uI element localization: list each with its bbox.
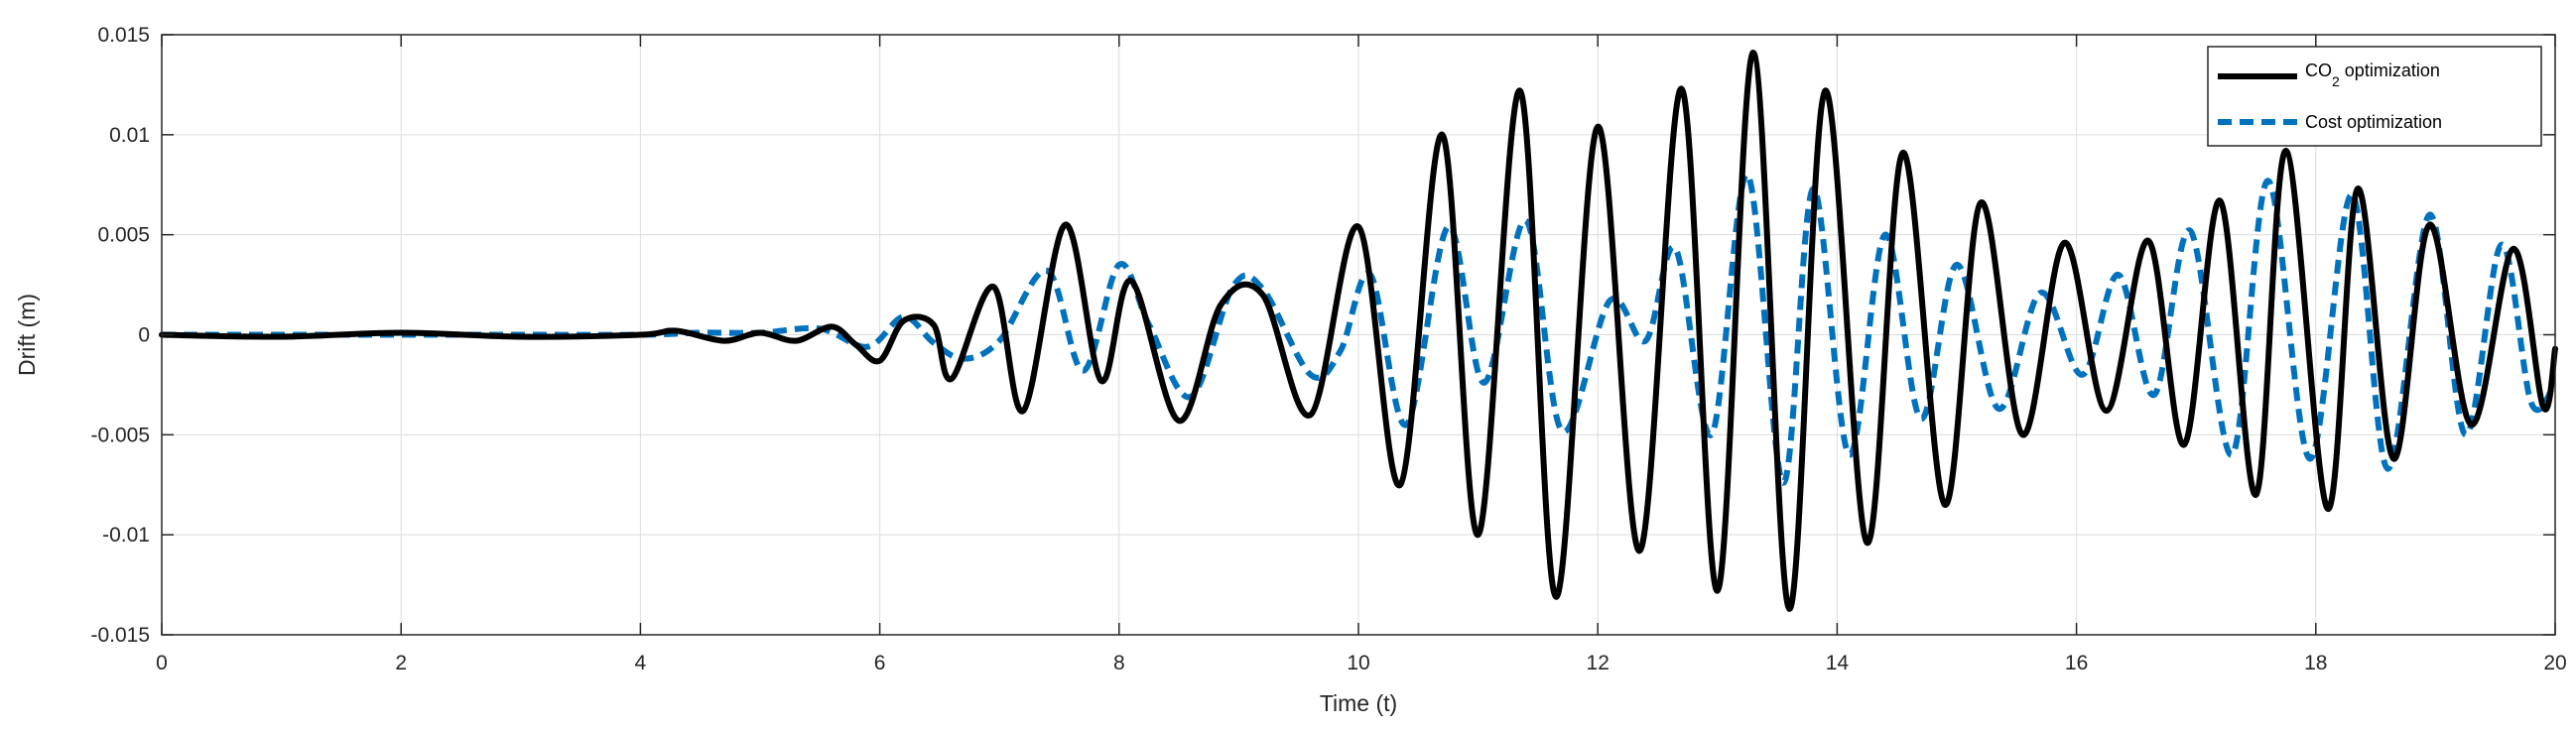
ticks	[161, 34, 2556, 636]
legend-label-co2-subscript: 2	[2332, 73, 2340, 89]
x-tick-label: 6	[874, 652, 886, 674]
y-axis-title: Drift (m)	[14, 294, 40, 376]
series-layer	[159, 50, 2558, 612]
x-tick-label: 4	[635, 652, 647, 674]
x-tick-label: 8	[1113, 652, 1125, 674]
y-tick-label: -0.01	[102, 524, 150, 547]
x-axis-title: Time (t)	[1320, 690, 1397, 716]
x-tick-label: 18	[2304, 652, 2327, 674]
y-tick-label: 0.005	[97, 224, 150, 247]
y-tick-label: 0.01	[109, 124, 150, 147]
legend-label-co2-main: CO	[2305, 61, 2332, 80]
x-tick-label: 12	[1587, 652, 1610, 674]
x-tick-label: 16	[2065, 652, 2088, 674]
x-tick-label: 2	[395, 652, 407, 674]
legend-label-cost: Cost optimization	[2305, 112, 2442, 132]
y-tick-label: 0	[138, 324, 150, 347]
legend: CO2 optimization Cost optimization	[2207, 46, 2542, 147]
y-tick-label: 0.015	[97, 24, 150, 47]
x-tick-label: 10	[1347, 652, 1369, 674]
y-tick-label: -0.005	[90, 424, 150, 446]
x-tick-label: 20	[2543, 652, 2566, 674]
tick-labels: 0 2 4 6 8 10 12 14 16 18 20 -0.015 -0.01 -0.005 0 0.005…	[90, 24, 2566, 674]
legend-label-co2: CO2 optimization	[2305, 61, 2440, 89]
legend-label-co2-tail: optimization	[2340, 61, 2440, 80]
x-tick-label: 0	[156, 652, 168, 674]
legend-box	[2207, 46, 2542, 147]
x-tick-label: 14	[1826, 652, 1850, 674]
series-line-cost	[161, 172, 2558, 486]
series-line-co2	[159, 50, 2558, 612]
y-tick-label: -0.015	[90, 624, 150, 647]
